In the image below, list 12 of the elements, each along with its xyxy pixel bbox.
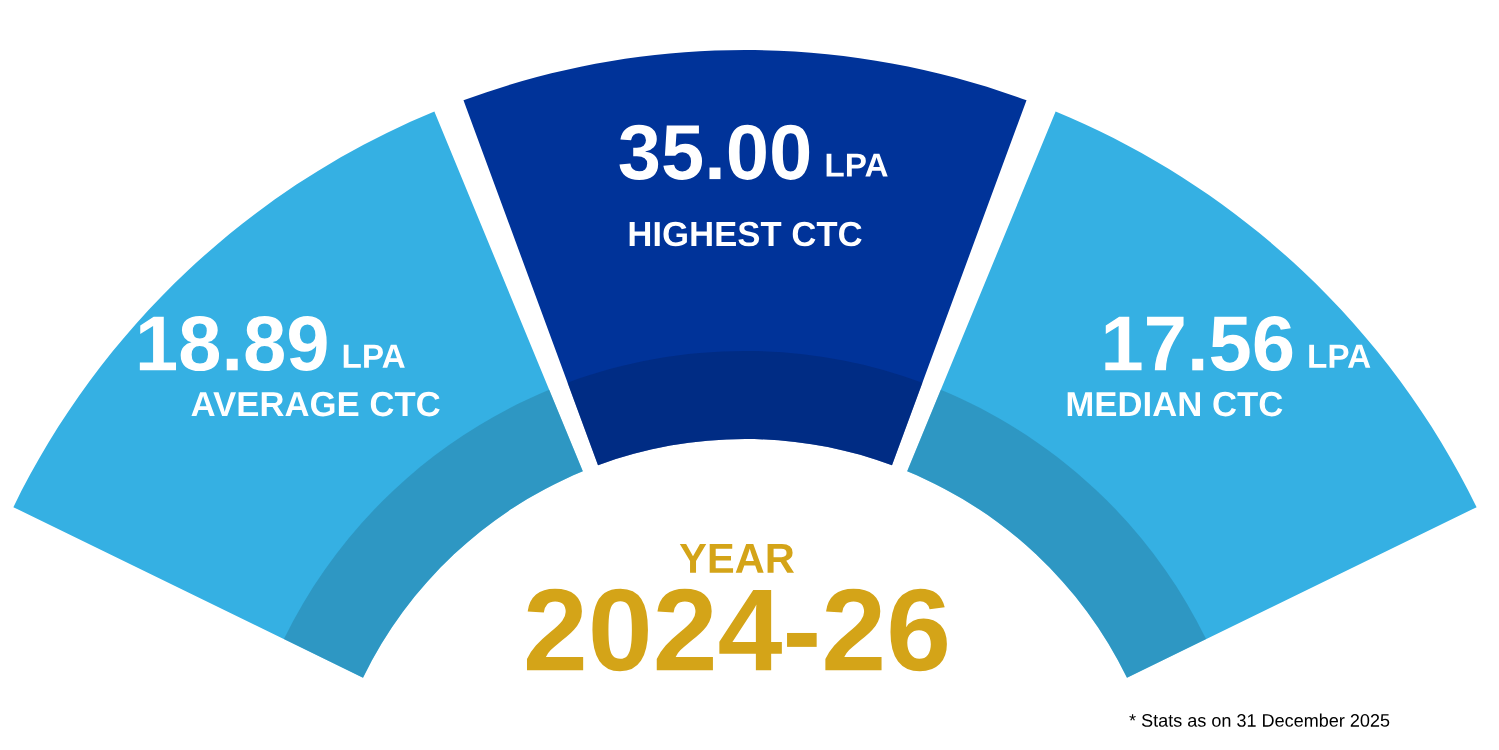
text: 2024-26 (526, 588, 947, 672)
category-label: AVERAGE CTC (191, 391, 440, 417)
data-label: 35.00 (619, 124, 810, 180)
data-label: 18.89 (139, 316, 327, 372)
text: YEAR (679, 544, 795, 573)
text: * Stats as on 31 December 2025 (1129, 713, 1390, 727)
text: LPA (1309, 344, 1371, 368)
category-label: HIGHEST CTC (629, 221, 862, 247)
category-label: MEDIAN CTC (1067, 391, 1283, 417)
text: LPA (343, 344, 405, 368)
data-label: 17.56 (1105, 316, 1293, 372)
text: LPA (826, 153, 888, 177)
